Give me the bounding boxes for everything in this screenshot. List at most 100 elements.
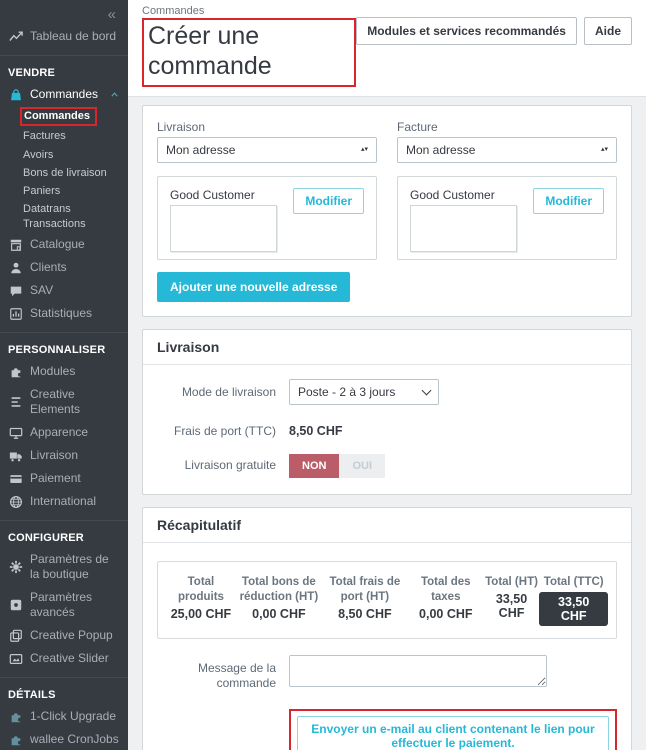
sidebar-subitem-credit-slips[interactable]: Avoirs bbox=[23, 148, 54, 161]
sidebar-item-payment[interactable]: Paiement bbox=[0, 467, 128, 490]
sidebar-section-sell: VENDRE bbox=[8, 67, 56, 79]
globe-icon bbox=[9, 495, 23, 509]
help-button[interactable]: Aide bbox=[583, 17, 632, 45]
shipping-mode-label: Mode de livraison bbox=[181, 385, 276, 399]
shipping-mode-value: Poste - 2 à 3 jours bbox=[298, 385, 396, 399]
sidebar-item-creative-slider[interactable]: Creative Slider bbox=[0, 647, 128, 670]
popup-window-icon bbox=[9, 629, 23, 643]
content: Livraison Mon adresse ▴▾ Good Customer M… bbox=[128, 97, 646, 750]
free-shipping-yes[interactable]: OUI bbox=[339, 454, 386, 478]
free-shipping-no[interactable]: NON bbox=[289, 454, 340, 478]
sidebar-item-label: Catalogue bbox=[30, 237, 85, 252]
sidebar-subitem-datatrans[interactable]: Datatrans Transactions bbox=[23, 203, 86, 230]
sidebar-item-advanced-parameters[interactable]: Paramètres avancés bbox=[0, 586, 128, 624]
sidebar-section-configure: CONFIGURER bbox=[8, 532, 84, 545]
invoice-address-card: Good Customer Modifier bbox=[397, 176, 617, 260]
sidebar-item-label: Paiement bbox=[30, 471, 81, 486]
shipping-fees-value: 8,50 CHF bbox=[289, 424, 343, 438]
total-ttc-badge: 33,50 CHF bbox=[539, 591, 608, 626]
select-arrows-icon: ▴▾ bbox=[600, 146, 608, 154]
sidebar-section-personalize: PERSONNALISER bbox=[8, 344, 106, 357]
sidebar-section-details: DÉTAILS bbox=[8, 689, 56, 702]
sidebar-item-label: Paramètres de la boutique bbox=[30, 552, 109, 582]
shipping-panel-title: Livraison bbox=[143, 330, 631, 365]
user-icon bbox=[9, 261, 23, 275]
sidebar-subitem-orders[interactable]: Commandes bbox=[0, 106, 128, 127]
shipping-mode-select[interactable]: Poste - 2 à 3 jours bbox=[289, 379, 439, 405]
sidebar-item-label: Modules bbox=[30, 364, 76, 379]
sidebar-item-wallee-cronjobs[interactable]: wallee CronJobs bbox=[0, 728, 128, 750]
sidebar-item-label: Statistiques bbox=[30, 306, 93, 321]
sidebar-item-1click-upgrade[interactable]: 1-Click Upgrade bbox=[0, 705, 128, 728]
add-address-button[interactable]: Ajouter une nouvelle adresse bbox=[157, 272, 351, 302]
store-icon bbox=[9, 238, 23, 252]
addresses-panel: Livraison Mon adresse ▴▾ Good Customer M… bbox=[142, 105, 632, 317]
sidebar-item-modules[interactable]: Modules bbox=[0, 360, 128, 383]
order-totals: Total produits 25,00 CHF Total bons de r… bbox=[157, 561, 617, 639]
total-shipping: Total frais de port (HT) 8,50 CHF bbox=[329, 576, 401, 621]
sidebar-item-label: Creative Popup bbox=[30, 628, 113, 643]
edit-delivery-address-button[interactable]: Modifier bbox=[293, 188, 364, 214]
delivery-customer-name: Good Customer bbox=[170, 188, 255, 202]
total-vouchers: Total bons de réduction (HT) 0,00 CHF bbox=[239, 576, 319, 621]
invoice-address-details bbox=[410, 205, 517, 252]
credit-card-icon bbox=[9, 472, 23, 486]
advanced-settings-icon bbox=[9, 598, 23, 612]
sidebar-subitem-invoices[interactable]: Factures bbox=[23, 130, 66, 143]
delivery-address-label: Livraison bbox=[157, 120, 206, 134]
dashboard-trend-icon bbox=[9, 30, 23, 44]
recommended-modules-button[interactable]: Modules et services recommandés bbox=[356, 17, 577, 45]
sidebar-subitem-carts[interactable]: Paniers bbox=[23, 185, 61, 198]
sidebar-item-label: SAV bbox=[30, 283, 54, 298]
puzzle-icon bbox=[9, 365, 23, 379]
sidebar-item-creative-elements[interactable]: Creative Elements bbox=[0, 383, 128, 421]
sidebar-collapse-button[interactable]: « bbox=[0, 0, 128, 25]
shopping-bag-icon bbox=[9, 88, 23, 102]
sidebar-item-label: Paramètres avancés bbox=[30, 590, 93, 620]
delivery-address-select[interactable]: Mon adresse ▴▾ bbox=[157, 137, 377, 163]
order-message-input[interactable] bbox=[289, 654, 547, 687]
sidebar-item-stats[interactable]: Statistiques bbox=[0, 302, 128, 325]
sidebar-item-label: Creative Elements bbox=[30, 387, 81, 417]
sidebar-item-international[interactable]: International bbox=[0, 490, 128, 513]
chevron-up-icon bbox=[109, 89, 120, 100]
sidebar-subitem-delivery-slips[interactable]: Bons de livraison bbox=[23, 166, 107, 179]
sidebar-item-dashboard[interactable]: Tableau de bord bbox=[0, 25, 128, 48]
sidebar-item-label: Tableau de bord bbox=[30, 29, 117, 43]
spacer bbox=[157, 704, 289, 710]
sidebar-item-catalog[interactable]: Catalogue bbox=[0, 233, 128, 256]
delivery-address-value: Mon adresse bbox=[166, 143, 236, 157]
page-header: Commandes Créer une commande Modules et … bbox=[128, 0, 646, 97]
gear-icon bbox=[9, 560, 23, 574]
sidebar-item-label: Creative Slider bbox=[30, 651, 109, 666]
send-payment-email-button[interactable]: Envoyer un e-mail au client contenant le… bbox=[297, 715, 609, 750]
free-shipping-label: Livraison gratuite bbox=[184, 458, 276, 472]
sidebar-item-label: 1-Click Upgrade bbox=[30, 709, 117, 724]
sidebar-item-customer-service[interactable]: SAV bbox=[0, 279, 128, 302]
puzzle-icon bbox=[9, 733, 23, 747]
main-area: Commandes Créer une commande Modules et … bbox=[128, 0, 646, 750]
sidebar-divider bbox=[0, 677, 128, 679]
sidebar-item-label: International bbox=[30, 494, 97, 509]
invoice-address-select[interactable]: Mon adresse ▴▾ bbox=[397, 137, 617, 163]
sidebar-item-design[interactable]: Apparence bbox=[0, 421, 128, 444]
free-shipping-toggle: NON OUI bbox=[289, 454, 386, 478]
sidebar-item-customers[interactable]: Clients bbox=[0, 256, 128, 279]
sidebar-item-orders[interactable]: Commandes bbox=[0, 83, 128, 106]
sidebar-item-label: wallee CronJobs bbox=[30, 732, 119, 747]
slider-image-icon bbox=[9, 652, 23, 666]
sidebar-item-shop-parameters[interactable]: Paramètres de la boutique bbox=[0, 548, 128, 586]
total-taxes: Total des taxes 0,00 CHF bbox=[419, 576, 473, 621]
invoice-address-label: Facture bbox=[397, 120, 438, 134]
delivery-address-details bbox=[170, 205, 277, 252]
sidebar-item-label: Livraison bbox=[30, 448, 79, 463]
edit-invoice-address-button[interactable]: Modifier bbox=[533, 188, 604, 214]
total-ht: Total (HT) 33,50 CHF bbox=[485, 576, 538, 620]
summary-panel-title: Récapitulatif bbox=[143, 508, 631, 543]
bar-chart-icon bbox=[9, 307, 23, 321]
sidebar-item-shipping[interactable]: Livraison bbox=[0, 444, 128, 467]
total-ttc: Total (TTC) 33,50 CHF bbox=[539, 575, 608, 626]
order-message-label: Message de la commande bbox=[197, 660, 276, 690]
sidebar-item-label: Clients bbox=[30, 260, 67, 275]
sidebar-item-creative-popup[interactable]: Creative Popup bbox=[0, 624, 128, 647]
